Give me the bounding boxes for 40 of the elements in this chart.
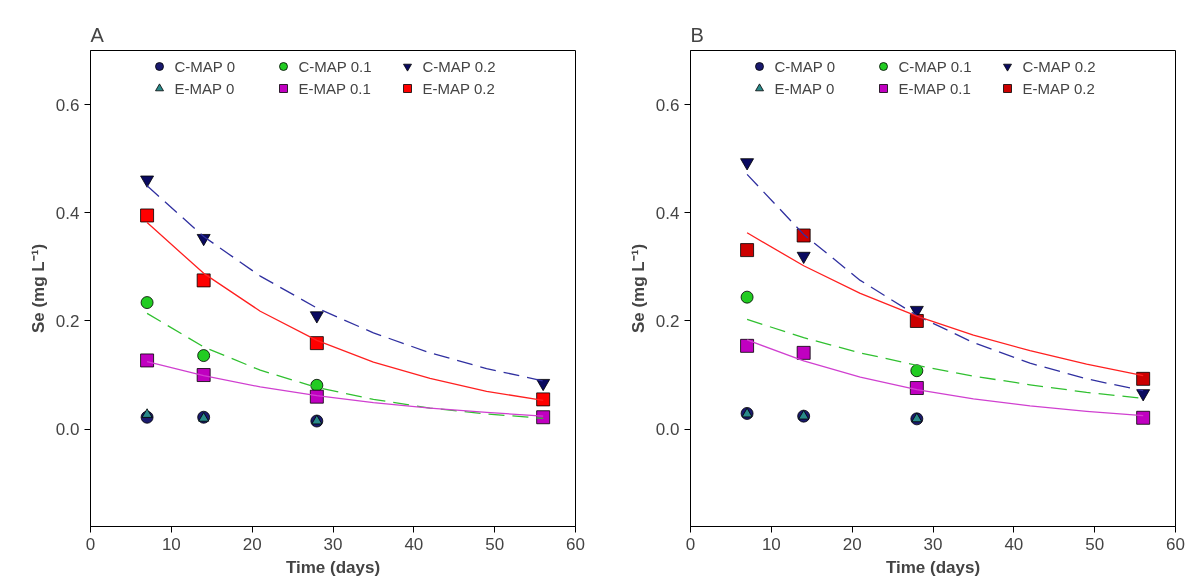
legend-label: E-MAP 0.1 — [898, 79, 972, 97]
x-tick-label: 50 — [485, 534, 505, 554]
legend-label: E-MAP 0.2 — [422, 79, 496, 97]
legend-label: E-MAP 0 — [774, 79, 836, 97]
legend-label: C-MAP 0 — [774, 57, 837, 75]
chart-title: A — [90, 23, 105, 46]
y-tick-label: 0.2 — [55, 311, 80, 331]
x-tick-label: 40 — [1004, 534, 1024, 554]
y-tick-label: 0.0 — [55, 420, 80, 440]
legend-label: E-MAP 0.2 — [1022, 79, 1096, 97]
y-axis-title: Se (mg L⁻¹) — [28, 243, 48, 334]
chart-title: B — [690, 23, 704, 46]
legend-label: C-MAP 0.2 — [1022, 57, 1097, 75]
x-tick-label: 50 — [1085, 534, 1105, 554]
y-tick-label: 0.0 — [655, 420, 680, 440]
x-axis-title: Time (days) — [885, 557, 981, 577]
legend-label: E-MAP 0.1 — [298, 79, 372, 97]
x-tick-label: 60 — [566, 534, 585, 554]
y-tick-label: 0.4 — [655, 203, 680, 223]
legend-label: E-MAP 0 — [174, 79, 236, 97]
x-tick-label: 30 — [923, 534, 943, 554]
x-axis-title: Time (days) — [285, 557, 381, 577]
legend-label: C-MAP 0.1 — [298, 57, 373, 75]
x-tick-label: 10 — [761, 534, 781, 554]
y-tick-label: 0.6 — [655, 95, 680, 115]
y-tick-label: 0.2 — [655, 311, 680, 331]
x-tick-label: 20 — [842, 534, 862, 554]
x-tick-label: 60 — [1166, 534, 1185, 554]
legend-label: C-MAP 0.2 — [422, 57, 497, 75]
y-tick-label: 0.6 — [55, 95, 80, 115]
legend-label: C-MAP 0.1 — [898, 57, 973, 75]
x-tick-label: 40 — [404, 534, 424, 554]
y-tick-label: 0.4 — [55, 203, 80, 223]
y-axis-title: Se (mg L⁻¹) — [628, 243, 648, 334]
legend-label: C-MAP 0 — [174, 57, 237, 75]
x-tick-label: 0 — [685, 534, 696, 554]
x-tick-label: 20 — [242, 534, 262, 554]
x-tick-label: 30 — [323, 534, 343, 554]
x-tick-label: 0 — [85, 534, 96, 554]
x-tick-label: 10 — [161, 534, 181, 554]
